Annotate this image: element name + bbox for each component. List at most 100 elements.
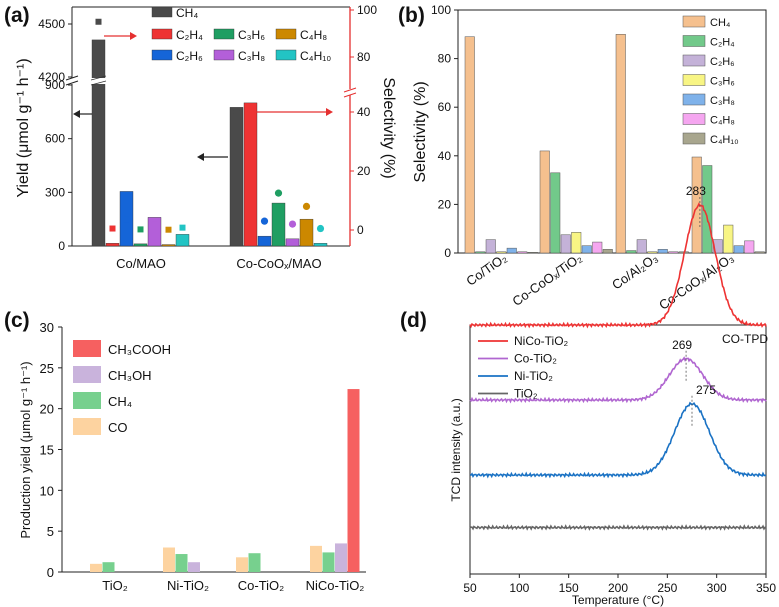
legend-swatch — [151, 6, 173, 18]
y-tick-label: 4500 — [38, 17, 65, 31]
bar-C₄H₈ — [299, 218, 314, 247]
selectivity-marker — [302, 202, 311, 210]
x-tick-label: Co-TiO₂ — [238, 578, 284, 593]
bar-CH₄ — [539, 150, 550, 254]
bar-C₃H₆ — [496, 251, 507, 254]
bar-CH₃OH — [335, 543, 347, 572]
selectivity-marker — [137, 226, 144, 233]
panel-label: (c) — [4, 309, 30, 332]
x-tick-label: Co/TiO₂ — [463, 250, 509, 289]
bar-C₃H₈ — [581, 245, 592, 254]
x-tick-label: 250 — [657, 581, 677, 595]
legend-label: TiO₂ — [514, 387, 538, 401]
legend-label: C₂H₄ — [176, 28, 203, 42]
selectivity-marker — [274, 189, 283, 197]
selectivity-marker — [109, 225, 116, 232]
selectivity-marker — [260, 217, 269, 225]
peak-label: 283 — [686, 184, 706, 198]
panel-label: (b) — [398, 4, 425, 27]
bar-CH₄ — [615, 34, 626, 254]
peak-label: 275 — [696, 383, 716, 397]
y-tick-label: 20 — [438, 197, 452, 211]
legend-label: Ni-TiO₂ — [514, 369, 553, 383]
curve-NiCo-TiO₂ — [469, 202, 767, 329]
legend-swatch — [275, 28, 297, 40]
axis-break-mark — [343, 87, 357, 93]
curve-TiO₂ — [469, 524, 767, 531]
legend-label: CH₄ — [108, 394, 132, 409]
y-tick-label: 0 — [58, 239, 65, 253]
x-tick-label: 300 — [707, 581, 727, 595]
selectivity-marker — [151, 221, 158, 228]
selectivity-marker — [95, 18, 102, 25]
bar-C₃H₈ — [733, 245, 744, 254]
bar-CH₄ — [322, 552, 335, 572]
y2-tick-label: 20 — [357, 164, 371, 178]
legend-label: C₃H₆ — [710, 76, 735, 88]
y-tick-label: 900 — [45, 78, 65, 92]
bar-C₂H₆ — [257, 235, 272, 247]
y-tick-label: 20 — [40, 402, 54, 417]
bar-CO — [310, 545, 322, 572]
legend-label: C₃H₈ — [238, 49, 265, 63]
bar-C₂H₆ — [560, 234, 571, 254]
legend-label: CH₄ — [710, 17, 731, 29]
legend-swatch — [682, 15, 706, 28]
chart-title: CO-TPD — [722, 332, 768, 346]
bar-CH₃COOH — [347, 389, 360, 572]
bar-C₂H₄ — [475, 251, 486, 254]
y-tick-label: 5 — [47, 524, 54, 539]
x-tick-label: Co-CoOₓ/MAO — [236, 256, 321, 271]
legend-swatch — [73, 366, 101, 383]
y2-tick-label: 40 — [357, 105, 371, 119]
bar-C₂H₆ — [636, 239, 647, 254]
y-tick-label: 600 — [45, 132, 65, 146]
legend-label: CH₃COOH — [108, 342, 171, 357]
legend-label: C₄H₈ — [710, 115, 735, 127]
peak-label: 269 — [672, 338, 692, 352]
y2-tick-label: 80 — [357, 50, 371, 64]
selectivity-marker — [246, 105, 255, 113]
x-tick-label: Co/Al₂O₃ — [609, 250, 660, 292]
legend-swatch — [73, 340, 101, 357]
bar-C₄H₈ — [592, 241, 603, 254]
legend-label: NiCo-TiO₂ — [514, 334, 569, 348]
legend-label: C₃H₈ — [710, 95, 735, 107]
selectivity-marker — [179, 224, 186, 231]
bar-C₃H₆ — [571, 232, 582, 254]
bar-C₄H₁₀ — [313, 243, 328, 247]
panel-label: (d) — [400, 309, 427, 332]
axis-break-mark — [65, 80, 79, 86]
bar-C₃H₆ — [647, 251, 658, 254]
x-tick-label: NiCo-TiO₂ — [306, 578, 365, 593]
arrow-head — [73, 110, 80, 118]
bar-C₂H₄ — [243, 102, 258, 247]
arrow-head — [326, 108, 333, 116]
bar-CO — [90, 563, 102, 572]
legend-swatch — [682, 93, 706, 106]
legend-label: C₂H₄ — [710, 37, 735, 49]
bar-C₄H₁₀ — [754, 251, 765, 254]
bar-CH₄ — [229, 107, 244, 247]
bar-C₂H₆ — [485, 239, 496, 254]
x-tick-label: TiO₂ — [102, 578, 128, 593]
legend-swatch — [682, 54, 706, 67]
y-tick-label: 10 — [40, 483, 54, 498]
panel-b: (b) 0 20 40 60 80 100 Selectivity (%) CH₄ C₂H₄ C₂H… — [398, 3, 767, 313]
bar-C₂H₄ — [550, 172, 561, 254]
bar-CH₄ — [102, 562, 115, 572]
bar-break-mark — [90, 75, 107, 81]
selectivity-marker — [288, 220, 297, 228]
bar-C₄H₈ — [668, 251, 679, 254]
selectivity-marker — [316, 224, 325, 233]
legend-label: C₄H₈ — [300, 28, 327, 42]
legend-swatch — [682, 74, 706, 86]
axis-break-left — [66, 78, 78, 84]
bar-C₄H₁₀ — [527, 252, 538, 254]
x-axis-title: Temperature (°C) — [572, 593, 664, 607]
bar-CH₃OH — [188, 562, 200, 572]
y-tick-label: 25 — [40, 361, 54, 376]
legend-swatch — [275, 49, 297, 61]
